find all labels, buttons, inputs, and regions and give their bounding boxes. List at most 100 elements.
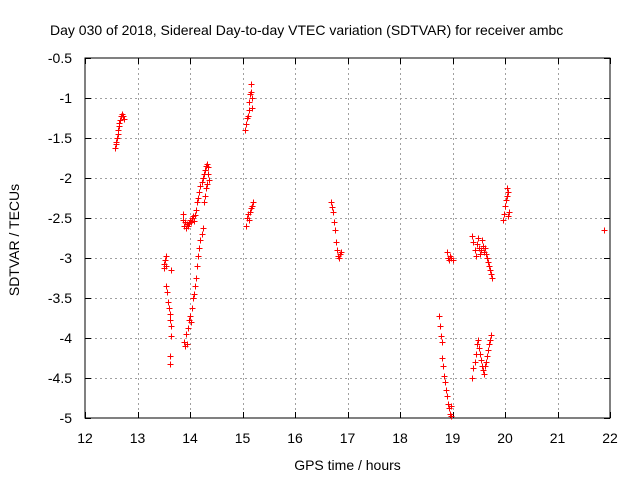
- data-point: [184, 341, 191, 348]
- y-tick-label: -4: [60, 330, 73, 346]
- x-axis-tick-labels: 12 13 14 15 16 17 18 19 20 21 22: [77, 430, 618, 446]
- x-tick-label: 19: [445, 430, 461, 446]
- data-point: [114, 135, 121, 142]
- data-point: [333, 239, 340, 246]
- data-point: [245, 113, 252, 120]
- data-point: [246, 99, 253, 106]
- data-point: [332, 227, 339, 234]
- data-point: [476, 345, 483, 352]
- data-point: [197, 237, 204, 244]
- data-point: [328, 199, 335, 206]
- y-tick-label: -3.5: [48, 290, 72, 306]
- data-point: [438, 333, 445, 340]
- y-tick-label: -0.5: [48, 50, 72, 66]
- data-point: [191, 218, 198, 225]
- data-point: [473, 253, 480, 260]
- data-point: [163, 253, 170, 260]
- data-point: [200, 225, 207, 232]
- data-point: [474, 241, 481, 248]
- data-point: [482, 363, 489, 370]
- data-point: [193, 275, 200, 282]
- data-point: [448, 413, 455, 420]
- data-point: [188, 319, 195, 326]
- data-point: [485, 259, 492, 266]
- x-tick-label: 13: [130, 430, 146, 446]
- x-tick-label: 17: [340, 430, 356, 446]
- chart-title: Day 030 of 2018, Sidereal Day-to-day VTE…: [50, 22, 563, 38]
- data-point: [472, 247, 479, 254]
- data-point: [439, 339, 446, 346]
- data-point: [203, 185, 210, 192]
- x-tick-label: 16: [287, 430, 303, 446]
- data-point: [167, 353, 174, 360]
- data-point: [187, 313, 194, 320]
- data-point: [450, 257, 457, 264]
- data-point: [505, 213, 512, 220]
- data-point: [192, 212, 199, 219]
- data-point: [504, 193, 511, 200]
- data-point: [475, 235, 482, 242]
- data-point: [180, 211, 187, 218]
- data-point: [485, 347, 492, 354]
- data-point: [165, 299, 172, 306]
- data-point: [202, 167, 209, 174]
- data-point: [183, 331, 190, 338]
- data-point: [163, 263, 170, 270]
- data-point: [486, 263, 493, 270]
- data-point: [489, 275, 496, 282]
- data-point: [116, 120, 123, 127]
- data-point: [247, 209, 254, 216]
- data-point: [436, 313, 443, 320]
- data-point: [242, 127, 249, 134]
- data-point: [206, 177, 213, 184]
- y-tick-label: -1: [60, 90, 73, 106]
- data-point: [502, 203, 509, 210]
- x-tick-label: 20: [497, 430, 513, 446]
- x-tick-label: 18: [392, 430, 408, 446]
- data-point: [484, 353, 491, 360]
- data-point: [470, 239, 477, 246]
- data-point: [488, 332, 495, 339]
- data-point: [201, 199, 208, 206]
- data-point: [243, 223, 250, 230]
- data-point: [196, 245, 203, 252]
- data-point: [243, 121, 250, 128]
- data-point: [477, 251, 484, 258]
- data-point: [202, 193, 209, 200]
- data-point: [475, 337, 482, 344]
- data-point: [483, 251, 490, 258]
- data-point: [204, 181, 211, 188]
- data-point: [199, 231, 206, 238]
- data-point: [505, 189, 512, 196]
- data-point: [167, 317, 174, 324]
- y-tick-label: -5: [60, 410, 73, 426]
- data-point: [338, 249, 345, 256]
- grid: [85, 58, 610, 418]
- data-point: [501, 211, 508, 218]
- data-point: [441, 373, 448, 380]
- data-point: [168, 267, 175, 274]
- y-tick-label: -1.5: [48, 130, 72, 146]
- data-point: [200, 175, 207, 182]
- data-point: [196, 189, 203, 196]
- y-axis-label: SDTVAR / TECUs: [6, 184, 22, 296]
- x-axis-label: GPS time / hours: [294, 457, 401, 473]
- data-point: [192, 283, 199, 290]
- data-point: [469, 233, 476, 240]
- data-point: [199, 179, 206, 186]
- data-point: [483, 359, 490, 366]
- data-point: [504, 185, 511, 192]
- data-point: [195, 253, 202, 260]
- y-tick-label: -4.5: [48, 370, 72, 386]
- data-point: [164, 289, 171, 296]
- data-point: [113, 139, 120, 146]
- data-point: [162, 257, 169, 264]
- x-tick-label: 12: [77, 430, 93, 446]
- data-point: [442, 379, 449, 386]
- data-point: [168, 323, 175, 330]
- data-point: [163, 283, 170, 290]
- data-point: [336, 255, 343, 262]
- data-point: [478, 357, 485, 364]
- data-point: [500, 217, 507, 224]
- data-point: [334, 247, 341, 254]
